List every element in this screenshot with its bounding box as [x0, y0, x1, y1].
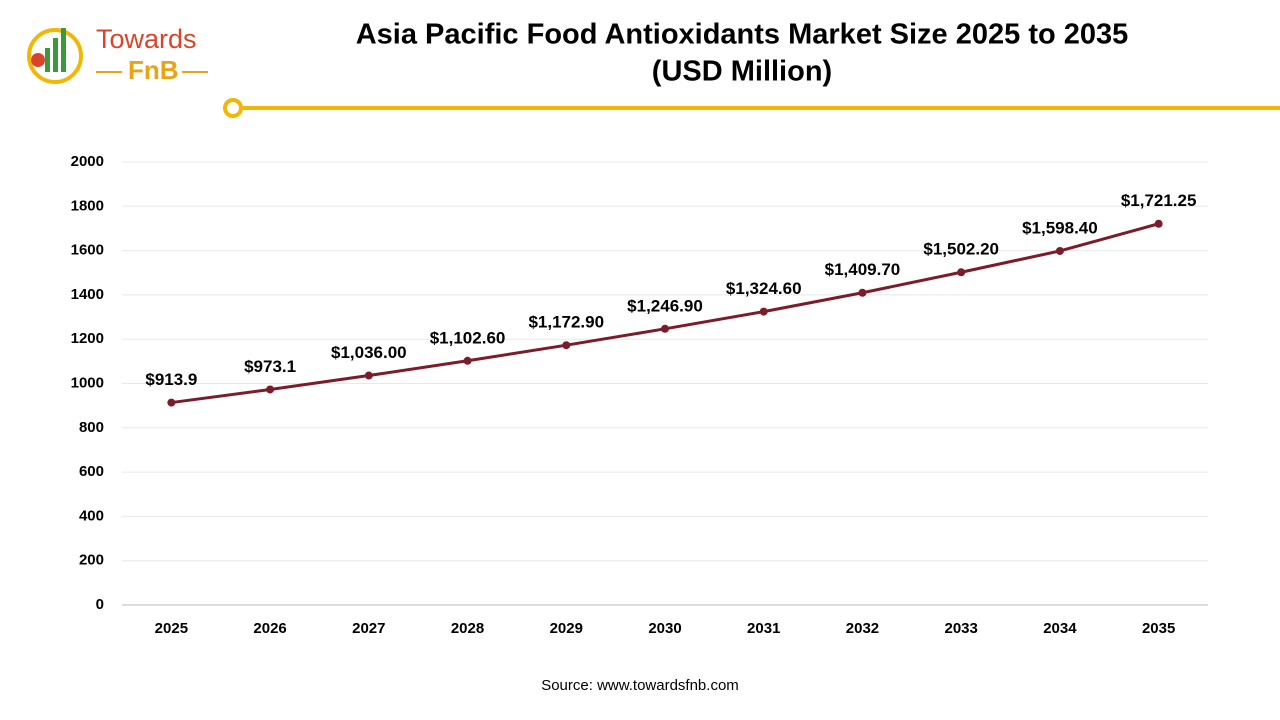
- y-tick-label: 600: [79, 463, 104, 480]
- point: [1154, 219, 1163, 228]
- x-tick-label: 2027: [352, 620, 385, 637]
- value-label: $1,721.25: [1121, 191, 1197, 210]
- point: [858, 288, 867, 297]
- point: [167, 398, 176, 407]
- point: [266, 385, 275, 394]
- logo-bottom: FnB: [128, 55, 179, 85]
- x-tick-label: 2028: [451, 620, 484, 637]
- x-tick-label: 2031: [747, 620, 780, 637]
- x-tick-label: 2029: [550, 620, 583, 637]
- y-tick-label: 0: [96, 596, 104, 613]
- logo-dot: [31, 53, 45, 67]
- y-tick-label: 400: [79, 507, 104, 524]
- y-tick-label: 1200: [71, 330, 104, 347]
- value-label: $1,172.90: [528, 313, 604, 332]
- y-tick-label: 1600: [71, 242, 104, 259]
- point: [661, 324, 669, 333]
- y-tick-label: 200: [79, 552, 104, 569]
- y-tick-label: 2000: [71, 153, 104, 170]
- x-tick-label: 2033: [944, 620, 977, 637]
- logo-ring: [27, 28, 83, 84]
- x-tick-label: 2026: [253, 620, 286, 637]
- source: Source: www.towardsfnb.com: [541, 677, 739, 694]
- logo-bar: [53, 38, 58, 72]
- x-tick-label: 2025: [155, 620, 188, 637]
- value-label: $1,324.60: [726, 279, 802, 298]
- y-tick-label: 800: [79, 419, 104, 436]
- value-label: $1,598.40: [1022, 218, 1098, 237]
- value-label: $973.1: [244, 357, 296, 376]
- point: [957, 268, 966, 277]
- value-label: $1,246.90: [627, 296, 703, 315]
- point: [759, 307, 768, 316]
- value-label: $1,036.00: [331, 343, 407, 362]
- logo-top: Towards: [96, 24, 197, 54]
- x-tick-label: 2030: [648, 620, 681, 637]
- value-label: $913.9: [145, 370, 197, 389]
- logo-bar: [61, 28, 66, 72]
- title-rule-dot: [223, 98, 243, 118]
- x-tick-label: 2034: [1043, 620, 1077, 637]
- value-label: $1,502.20: [923, 240, 999, 259]
- x-tick-label: 2035: [1142, 620, 1175, 637]
- y-tick-label: 1400: [71, 286, 104, 303]
- value-label: $1,409.70: [825, 260, 901, 279]
- logo-bar: [45, 48, 50, 72]
- x-tick-label: 2032: [846, 620, 879, 637]
- chart-title: (USD Million): [652, 56, 832, 88]
- value-label: $1,102.60: [430, 328, 506, 347]
- logo: Towards FnB: [27, 24, 208, 85]
- y-tick-label: 1800: [71, 197, 104, 214]
- point: [364, 371, 373, 380]
- point: [562, 341, 571, 350]
- y-tick-label: 1000: [71, 374, 104, 391]
- chart-title: Asia Pacific Food Antioxidants Market Si…: [356, 19, 1129, 51]
- point: [1055, 246, 1064, 255]
- point: [463, 356, 472, 365]
